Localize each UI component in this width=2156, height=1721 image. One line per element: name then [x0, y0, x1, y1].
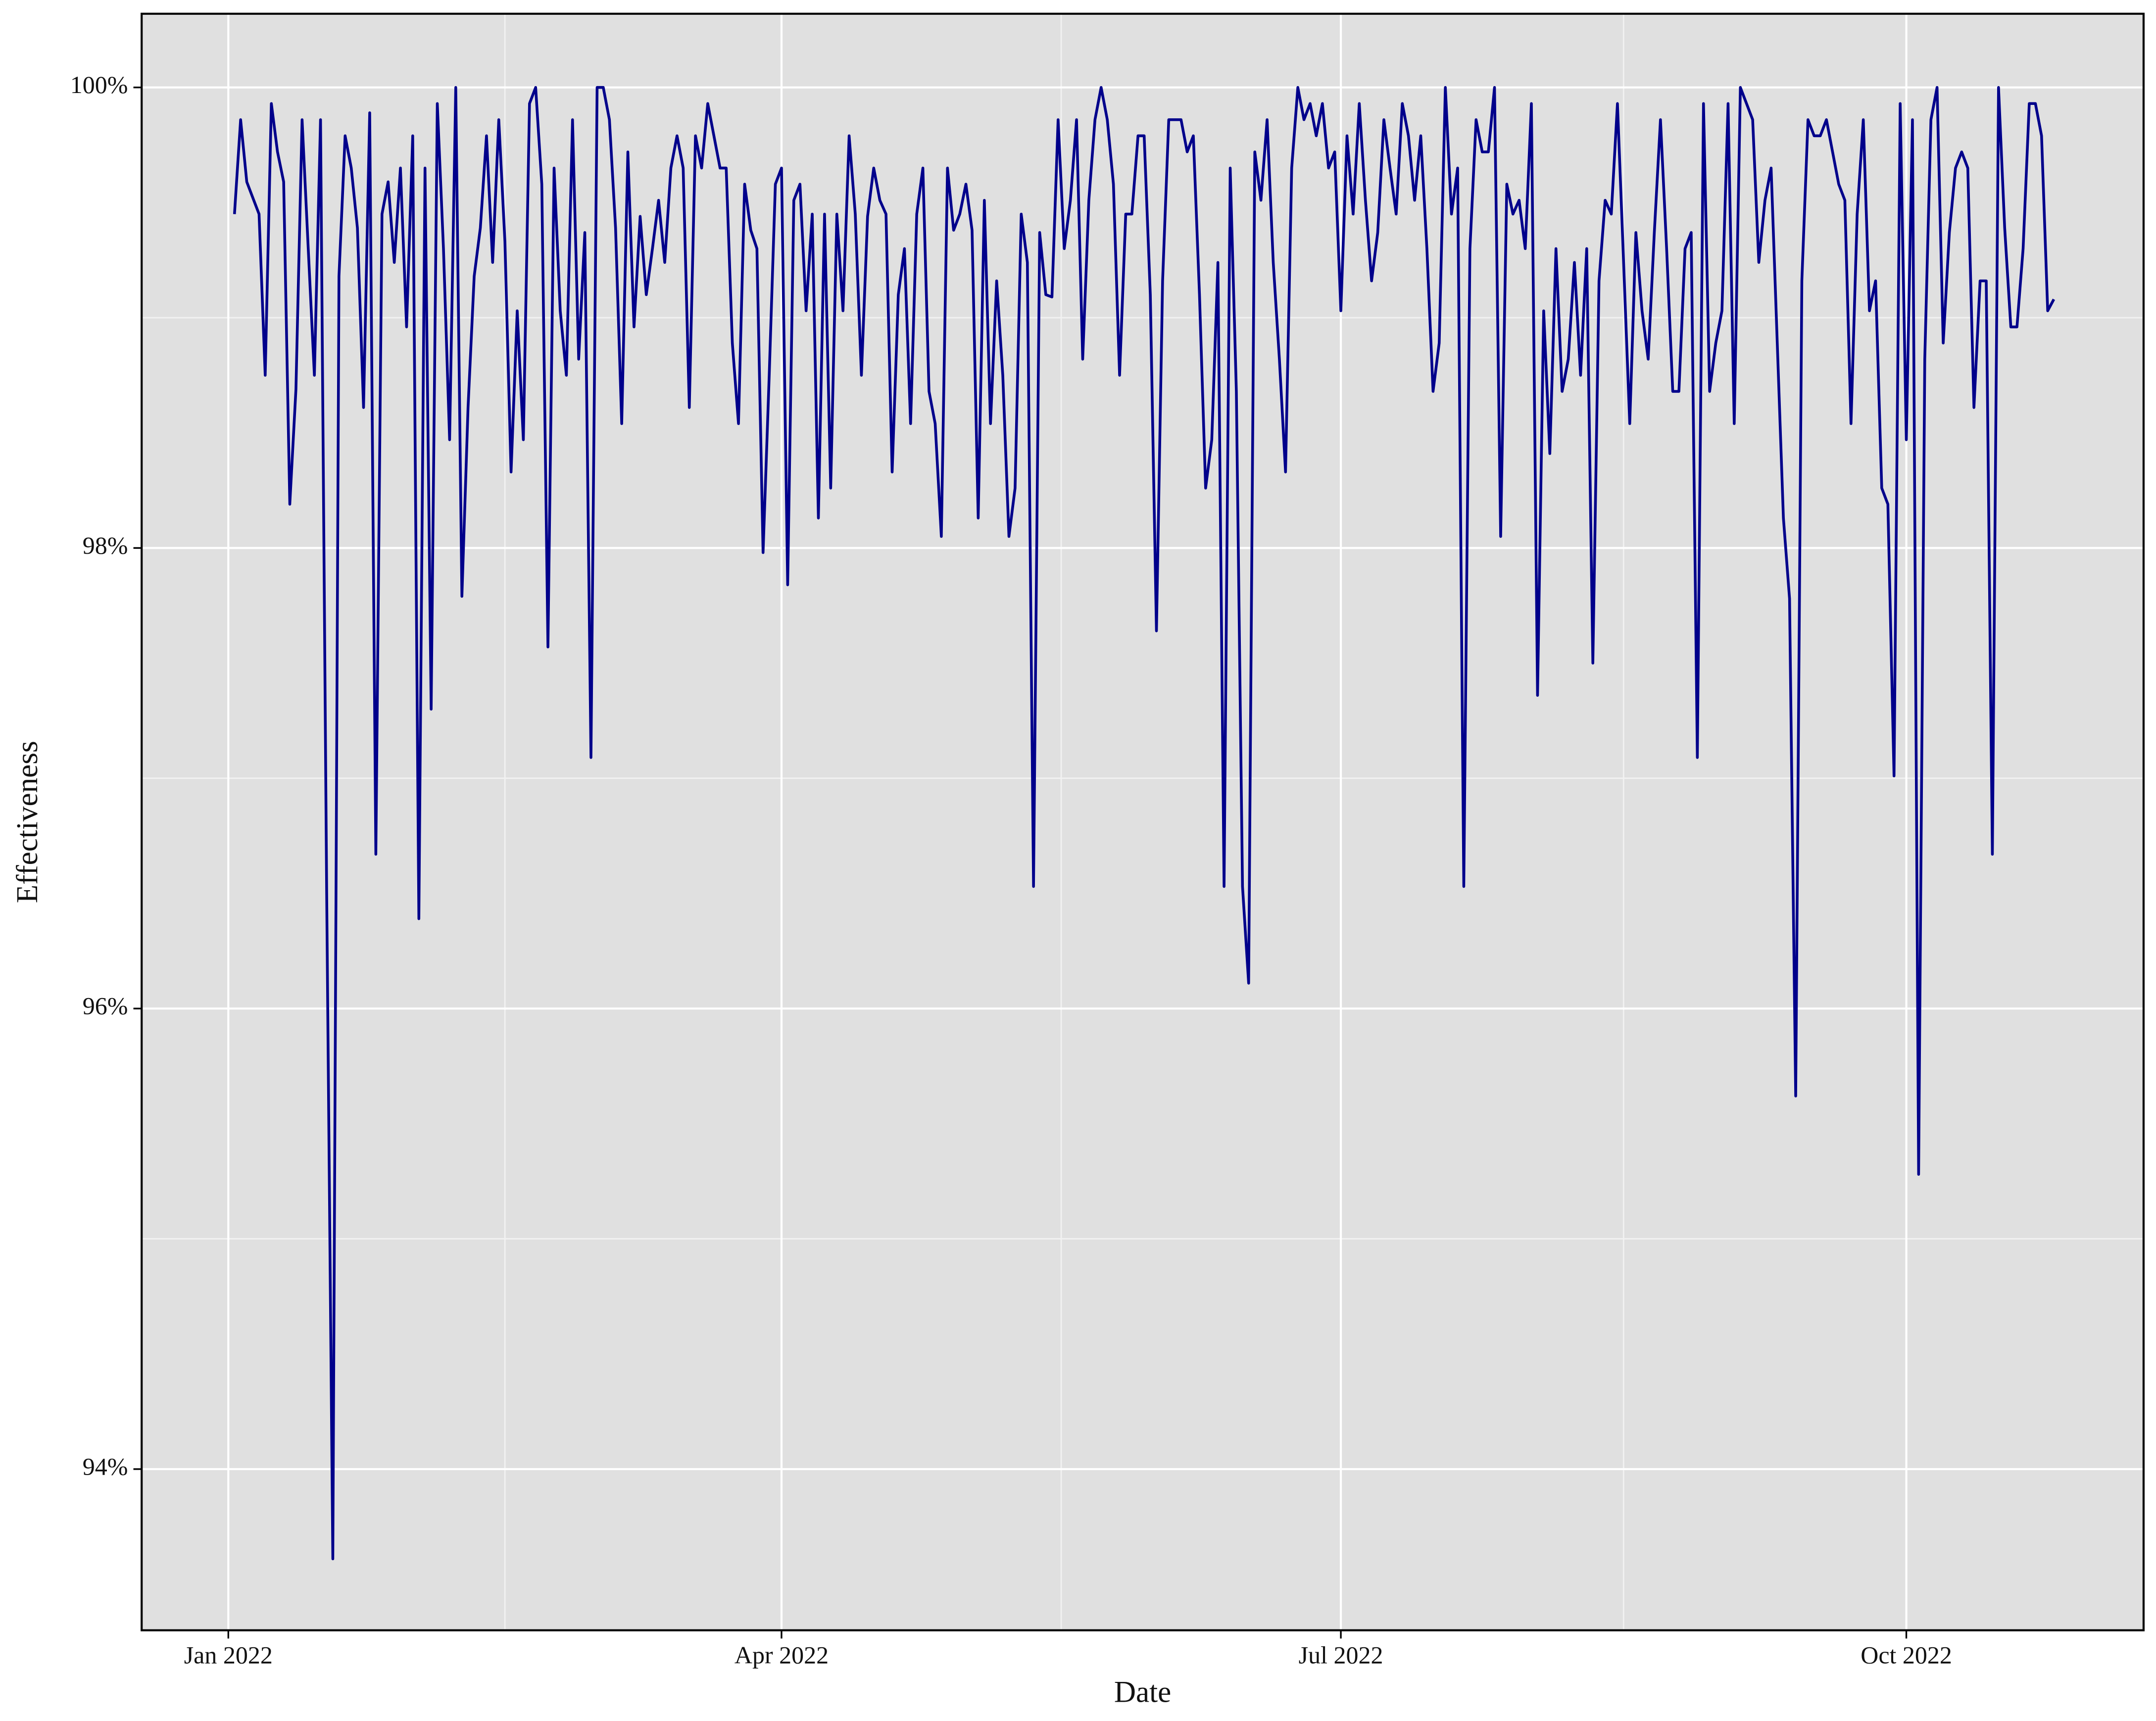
- plot-panel: [142, 13, 2144, 1630]
- y-tick-label: 98%: [83, 531, 128, 559]
- marks: [233, 86, 2056, 1561]
- plot-border: [141, 12, 2145, 1631]
- x-tick-label: Apr 2022: [735, 1641, 829, 1669]
- y-axis-title: Effectiveness: [11, 741, 44, 903]
- y-tick-label: 96%: [83, 992, 128, 1020]
- x-axis-title: Date: [1114, 1675, 1171, 1709]
- x-tick-label: Oct 2022: [1861, 1641, 1952, 1669]
- y-tick-label: 94%: [83, 1452, 128, 1480]
- x-tick-label: Jan 2022: [184, 1641, 273, 1669]
- data-line: [233, 86, 2056, 1561]
- y-tick-label: 100%: [70, 71, 128, 98]
- x-tick-label: Jul 2022: [1299, 1641, 1383, 1669]
